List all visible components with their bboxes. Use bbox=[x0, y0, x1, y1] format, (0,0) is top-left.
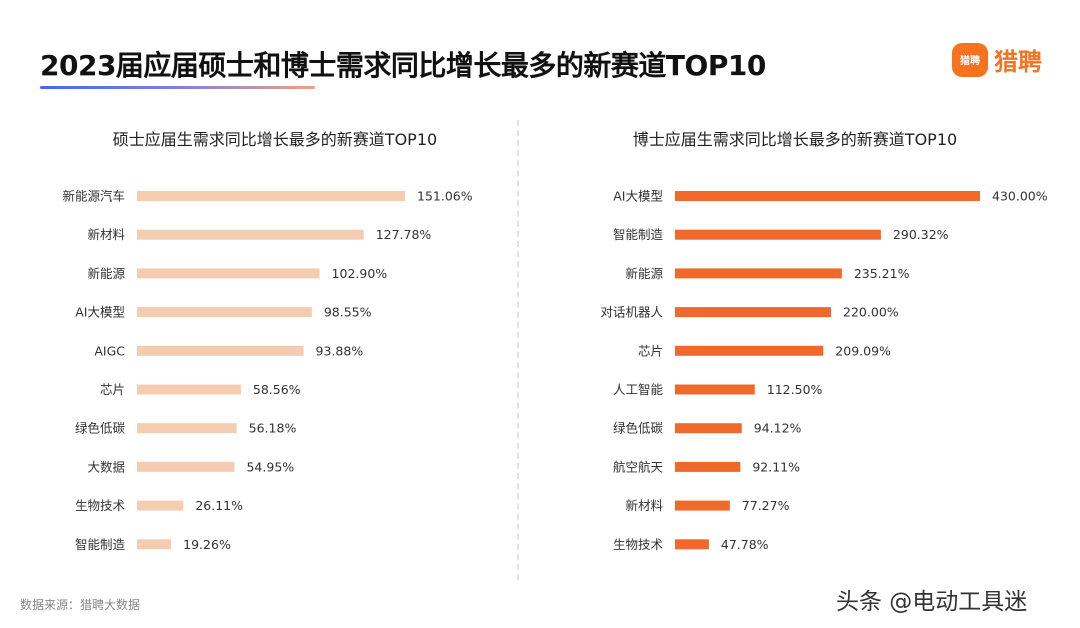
phd-category-label: 新能源 bbox=[625, 266, 663, 281]
phd-category-label: 航空航天 bbox=[613, 459, 664, 474]
master-bar bbox=[137, 229, 364, 240]
master-bar bbox=[137, 191, 405, 201]
master-value-label: 26.11% bbox=[195, 498, 243, 513]
master-value-label: 127.78% bbox=[376, 227, 432, 242]
phd-category-label: 芯片 bbox=[638, 343, 663, 358]
phd-value-label: 235.21% bbox=[854, 266, 910, 281]
phd-bar bbox=[675, 345, 824, 356]
master-category-label: 新能源汽车 bbox=[62, 189, 125, 204]
phd-bar-chart: AI大模型 430.00% 智能制造 290.32% 新能源 235.21% 对话机器人 22… bbox=[600, 189, 1048, 552]
phd-value-label: 290.32% bbox=[893, 227, 949, 242]
phd-category-label: 生物技术 bbox=[613, 537, 664, 552]
master-category-label: 智能制造 bbox=[75, 537, 126, 552]
master-category-label: 大数据 bbox=[87, 459, 125, 474]
phd-value-label: 94.12% bbox=[754, 421, 802, 436]
phd-value-label: 220.00% bbox=[843, 305, 899, 320]
page-title: 2023届应届硕士和博士需求同比增长最多的新赛道TOP10 bbox=[40, 49, 766, 82]
data-source-note: 数据来源：猎聘大数据 bbox=[20, 598, 141, 612]
master-value-label: 56.18% bbox=[249, 421, 297, 436]
master-bar bbox=[137, 345, 304, 356]
phd-category-label: 人工智能 bbox=[613, 382, 664, 397]
phd-bar bbox=[675, 461, 741, 472]
phd-bar bbox=[675, 307, 832, 318]
panel-divider bbox=[517, 120, 519, 580]
phd-category-label: AI大模型 bbox=[613, 189, 663, 204]
master-value-label: 98.55% bbox=[324, 305, 372, 320]
liepin-logo-icon: 猎聘 bbox=[952, 42, 988, 77]
master-category-label: 芯片 bbox=[100, 382, 125, 397]
master-bar bbox=[137, 307, 312, 318]
master-bar bbox=[137, 423, 237, 434]
phd-value-label: 47.78% bbox=[721, 537, 769, 552]
master-value-label: 93.88% bbox=[316, 343, 364, 358]
title-underline bbox=[40, 86, 315, 89]
master-value-label: 102.90% bbox=[332, 266, 388, 281]
watermark: 头条 @电动工具迷 bbox=[836, 589, 1028, 615]
master-value-label: 151.06% bbox=[417, 189, 473, 204]
master-bar bbox=[137, 461, 235, 472]
brand-icon-text: 猎聘 bbox=[960, 56, 980, 67]
phd-chart-title: 博士应届生需求同比增长最多的新赛道TOP10 bbox=[632, 130, 958, 149]
phd-bar bbox=[675, 539, 709, 550]
phd-value-label: 112.50% bbox=[767, 382, 823, 397]
master-bar-chart: 新能源汽车 151.06% 新材料 127.78% 新能源 102.90% AI大模型 98.… bbox=[62, 189, 473, 552]
master-category-label: 新材料 bbox=[87, 227, 125, 242]
phd-category-label: 对话机器人 bbox=[600, 305, 663, 320]
phd-value-label: 430.00% bbox=[992, 189, 1048, 204]
master-category-label: 绿色低碳 bbox=[75, 421, 126, 436]
master-value-label: 58.56% bbox=[253, 382, 301, 397]
phd-bar bbox=[675, 268, 842, 279]
phd-bar bbox=[675, 191, 980, 201]
master-bar bbox=[137, 500, 184, 511]
phd-bar bbox=[675, 500, 730, 511]
brand-logo: 猎聘 猎聘 bbox=[952, 42, 1042, 77]
master-bar bbox=[137, 268, 320, 279]
master-bar bbox=[137, 384, 241, 395]
phd-category-label: 新材料 bbox=[625, 498, 663, 513]
master-value-label: 19.26% bbox=[183, 537, 231, 552]
phd-bar bbox=[675, 229, 881, 240]
phd-value-label: 209.09% bbox=[835, 343, 891, 358]
phd-category-label: 绿色低碳 bbox=[613, 421, 664, 436]
phd-value-label: 77.27% bbox=[742, 498, 790, 513]
master-chart-title: 硕士应届生需求同比增长最多的新赛道TOP10 bbox=[112, 130, 438, 149]
master-category-label: 新能源 bbox=[87, 266, 125, 281]
master-category-label: 生物技术 bbox=[75, 498, 126, 513]
master-bar bbox=[137, 539, 172, 550]
phd-value-label: 92.11% bbox=[752, 459, 800, 474]
phd-bar bbox=[675, 384, 755, 395]
phd-bar bbox=[675, 423, 742, 434]
brand-name: 猎聘 bbox=[994, 48, 1042, 76]
phd-category-label: 智能制造 bbox=[613, 227, 664, 242]
master-category-label: AI大模型 bbox=[75, 305, 125, 320]
master-value-label: 54.95% bbox=[246, 459, 294, 474]
master-category-label: AIGC bbox=[94, 343, 125, 358]
